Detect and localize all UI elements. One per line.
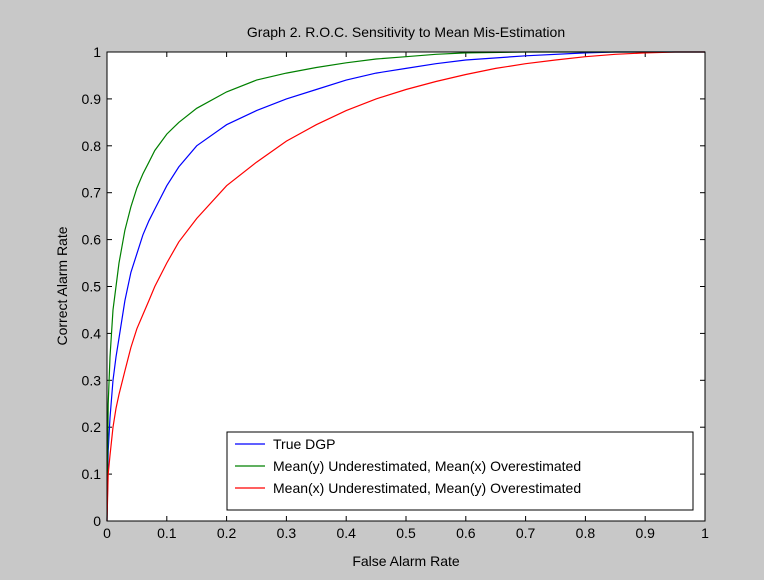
x-tick-label: 0.2 xyxy=(217,525,237,541)
x-tick-label: 0.5 xyxy=(396,525,416,541)
x-tick-label: 0.1 xyxy=(157,525,177,541)
y-tick-label: 1 xyxy=(93,44,101,60)
x-tick-label: 0 xyxy=(103,525,111,541)
legend: True DGP Mean(y) Underestimated, Mean(x) … xyxy=(226,431,694,511)
x-tick-label: 1 xyxy=(701,525,709,541)
series-line-1 xyxy=(106,51,705,522)
legend-label-1: True DGP xyxy=(273,436,336,452)
y-tick-label: 0.8 xyxy=(82,138,102,154)
x-tick-label: 0.8 xyxy=(576,525,596,541)
y-tick-label: 0.5 xyxy=(82,279,102,295)
legend-entries: True DGP Mean(y) Underestimated, Mean(x) … xyxy=(235,436,581,496)
y-tick-label: 0.7 xyxy=(82,185,102,201)
x-tick-label: 0.6 xyxy=(456,525,476,541)
x-tick-label: 0.9 xyxy=(635,525,655,541)
y-tick-label: 0.6 xyxy=(82,232,102,248)
series-lines xyxy=(106,51,705,522)
y-tick-label: 0.3 xyxy=(82,372,102,388)
y-tick-label: 0 xyxy=(93,513,101,529)
x-tick-label: 0.3 xyxy=(277,525,297,541)
x-axis-label: False Alarm Rate xyxy=(352,553,460,569)
legend-box xyxy=(226,431,694,511)
y-tick-label: 0.9 xyxy=(82,91,102,107)
y-tick-label: 0.2 xyxy=(82,419,102,435)
legend-label-2: Mean(y) Underestimated, Mean(x) Overesti… xyxy=(273,458,581,474)
series-line-2 xyxy=(106,51,705,522)
y-axis-label: Correct Alarm Rate xyxy=(54,226,70,345)
plot-frame xyxy=(106,51,706,522)
x-tick-label: 0.7 xyxy=(516,525,536,541)
x-tick-label: 0.4 xyxy=(336,525,356,541)
legend-label-3: Mean(x) Underestimated, Mean(y) Overesti… xyxy=(273,480,581,496)
chart-title: Graph 2. R.O.C. Sensitivity to Mean Mis-… xyxy=(247,24,565,40)
axis-ticks: 0 0.1 0.2 0.3 0.4 0.5 0.6 0.7 0.8 0.9 1 0 0.1 0.2 0.3 0… xyxy=(82,44,710,541)
y-tick-label: 0.4 xyxy=(82,325,102,341)
y-tick-label: 0.1 xyxy=(82,466,102,482)
series-line-3 xyxy=(106,51,705,522)
